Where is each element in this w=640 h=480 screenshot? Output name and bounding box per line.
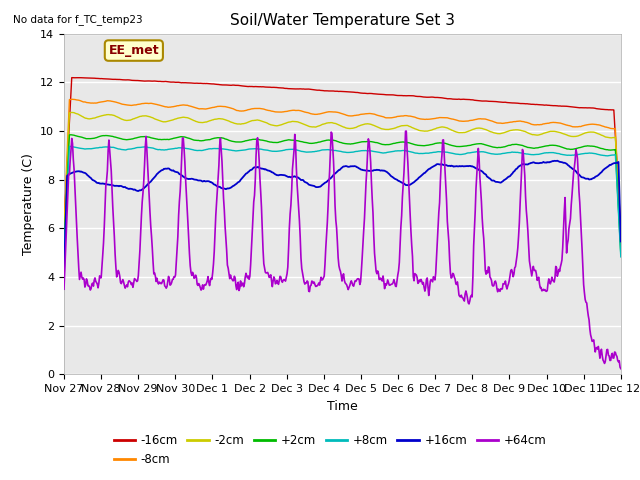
X-axis label: Time: Time [327,400,358,413]
Y-axis label: Temperature (C): Temperature (C) [22,153,35,255]
Legend: -16cm, -8cm, -2cm, +2cm, +8cm, +16cm, +64cm: -16cm, -8cm, -2cm, +2cm, +8cm, +16cm, +6… [109,430,551,471]
Text: No data for f_TC_temp23: No data for f_TC_temp23 [13,14,143,25]
Text: EE_met: EE_met [109,44,159,57]
Title: Soil/Water Temperature Set 3: Soil/Water Temperature Set 3 [230,13,455,28]
